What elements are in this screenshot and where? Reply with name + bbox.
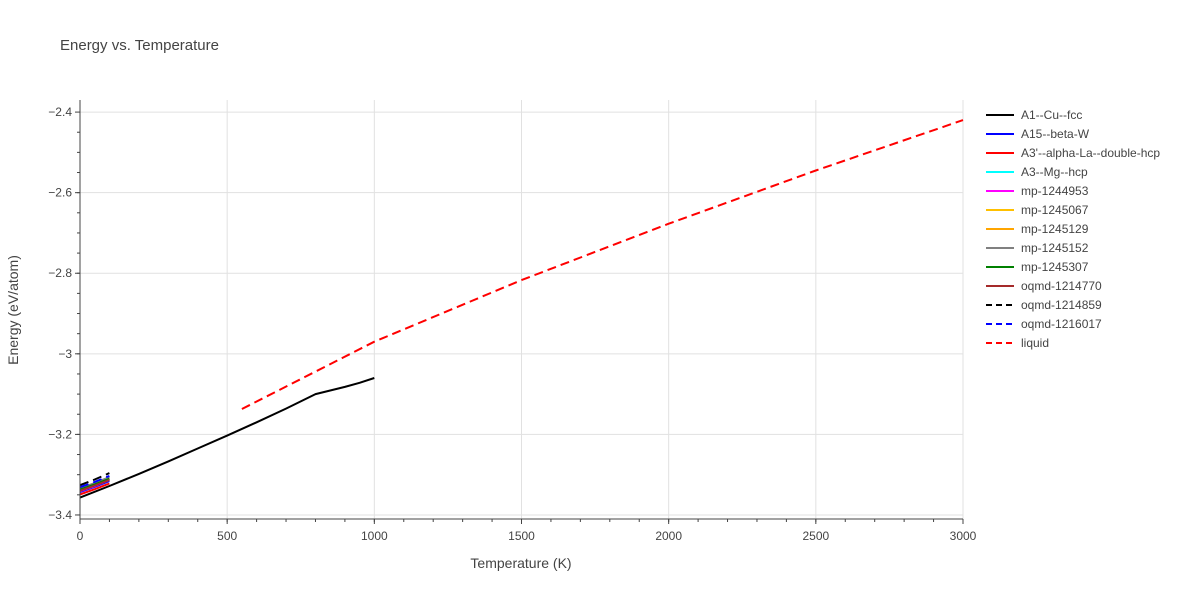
axes	[77, 100, 963, 522]
x-tick-label: 3000	[950, 529, 977, 543]
y-tick-label: −2.6	[48, 186, 72, 200]
y-tick-label: −3.4	[48, 508, 72, 522]
y-axis-ticks: −2.4 −2.6 −2.8 −3 −3.2 −3.4	[48, 105, 80, 522]
series-line-11	[79, 474, 110, 489]
x-tick-label: 0	[77, 529, 84, 543]
x-tick-label: 500	[217, 529, 237, 543]
legend-label-12: liquid	[1021, 336, 1049, 350]
series-line-10	[79, 472, 110, 487]
x-tick-label: 2500	[802, 529, 829, 543]
plot-area	[79, 119, 964, 499]
legend-label-9: oqmd-1214770	[1021, 279, 1102, 293]
series-line-7	[79, 476, 110, 490]
y-axis-title: Energy (eV/atom)	[5, 255, 21, 365]
grid	[80, 100, 964, 519]
series-line-2	[79, 482, 110, 496]
series-line-0	[79, 377, 375, 499]
y-tick-label: −3.2	[48, 427, 72, 441]
legend-label-6: mp-1245129	[1021, 222, 1089, 236]
legend-label-10: oqmd-1214859	[1021, 298, 1102, 312]
y-tick-label: −3	[58, 347, 72, 361]
x-tick-label: 1000	[361, 529, 388, 543]
y-tick-label: −2.4	[48, 105, 72, 119]
x-axis-ticks: 0 500 1000 1500 2000 2500 3000	[77, 519, 977, 543]
legend-label-4: mp-1244953	[1021, 184, 1089, 198]
legend-label-7: mp-1245152	[1021, 241, 1089, 255]
y-tick-label: −2.8	[48, 266, 72, 280]
legend: A1--Cu--fcc A15--beta-W A3'--alpha-La--dou…	[986, 108, 1160, 350]
series-line-12	[241, 119, 964, 410]
chart-title: Energy vs. Temperature	[60, 37, 219, 54]
series-line-9	[79, 478, 110, 492]
legend-label-3: A3--Mg--hcp	[1021, 165, 1088, 179]
x-axis-title: Temperature (K)	[470, 555, 571, 571]
legend-label-0: A1--Cu--fcc	[1021, 108, 1082, 122]
x-tick-label: 1500	[508, 529, 535, 543]
legend-label-5: mp-1245067	[1021, 203, 1089, 217]
legend-label-1: A15--beta-W	[1021, 127, 1090, 141]
series-line-8	[79, 477, 110, 491]
legend-label-8: mp-1245307	[1021, 260, 1089, 274]
legend-label-11: oqmd-1216017	[1021, 317, 1102, 331]
x-tick-label: 2000	[655, 529, 682, 543]
legend-label-2: A3'--alpha-La--double-hcp	[1021, 146, 1160, 160]
